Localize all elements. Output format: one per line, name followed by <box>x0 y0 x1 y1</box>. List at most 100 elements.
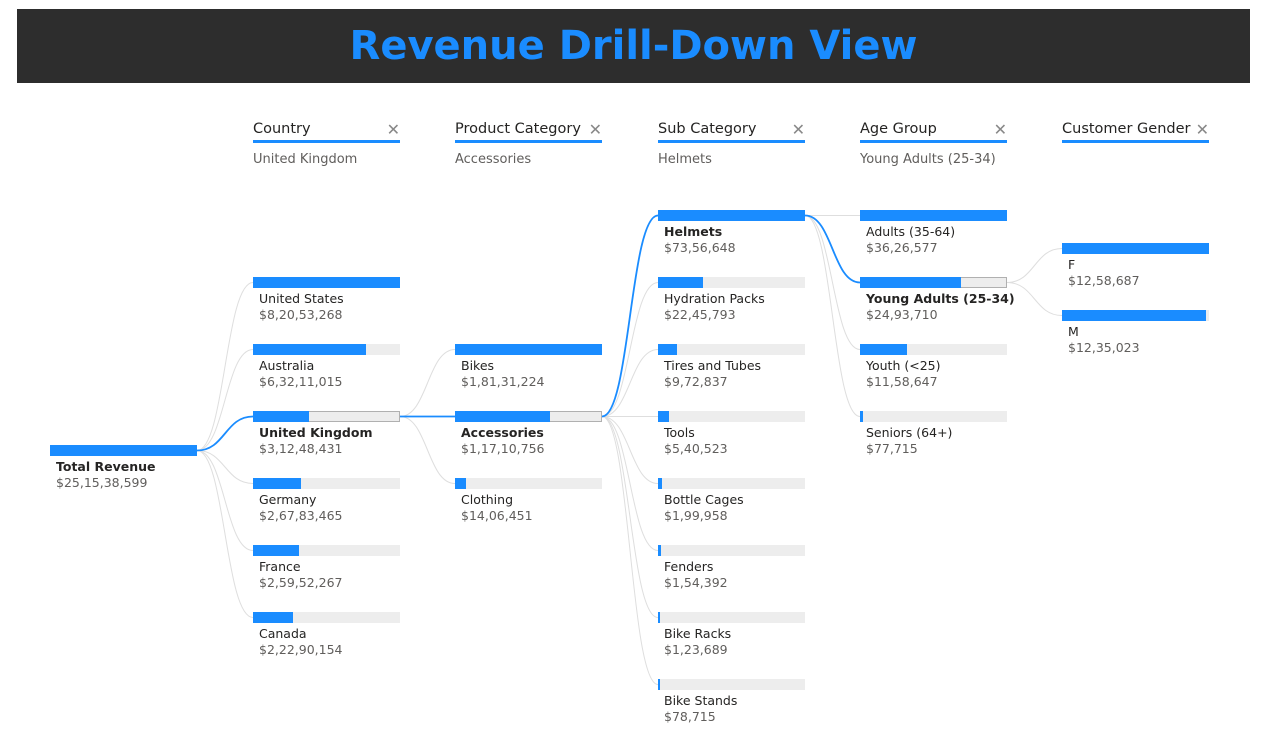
column-header-row: Customer Gender ✕ <box>1062 116 1209 143</box>
node-canada-bar-fill <box>253 612 293 623</box>
column-selection: Helmets <box>658 152 712 167</box>
node-united-kingdom-bar[interactable] <box>253 411 400 422</box>
column-title: Customer Gender <box>1062 121 1191 137</box>
node-australia-bar[interactable] <box>253 344 400 355</box>
node-fenders-label: Fenders <box>664 559 714 574</box>
link-bikes <box>399 349 456 417</box>
node-united-states-value: $8,20,53,268 <box>259 307 343 322</box>
node-youth-25-bar[interactable] <box>860 344 1007 355</box>
column-header-row: Product Category ✕ <box>455 116 602 143</box>
node-bike-racks-bar[interactable] <box>658 612 805 623</box>
node-fenders-bar[interactable] <box>658 545 805 556</box>
node-united-kingdom-label: United Kingdom <box>259 425 373 440</box>
node-adults-35-64-label: Adults (35-64) <box>866 224 956 239</box>
node-f-bar-fill <box>1062 243 1209 254</box>
node-helmets-value: $73,56,648 <box>664 240 736 255</box>
node-bikes-value: $1,81,31,224 <box>461 374 545 389</box>
link-germany <box>196 450 254 484</box>
node-united-kingdom-bar-fill <box>253 411 309 422</box>
link-bottle-cages <box>601 416 659 484</box>
column-title: Sub Category <box>658 121 757 137</box>
link-australia <box>196 349 254 451</box>
node-adults-35-64-bar[interactable] <box>860 210 1007 221</box>
node-f-bar[interactable] <box>1062 243 1209 254</box>
node-tires-and-tubes-label: Tires and Tubes <box>664 358 762 373</box>
node-france-value: $2,59,52,267 <box>259 575 343 590</box>
node-hydration-packs-bar-fill <box>658 277 703 288</box>
node-young-adults-25-34-value: $24,93,710 <box>866 307 938 322</box>
node-young-adults-25-34-bar-fill <box>860 277 961 288</box>
node-bike-stands-label: Bike Stands <box>664 693 738 708</box>
node-germany-bar-fill <box>253 478 301 489</box>
node-accessories-bar[interactable] <box>455 411 602 422</box>
column-header-row: Sub Category ✕ <box>658 116 805 143</box>
node-tools-value: $5,40,523 <box>664 441 728 456</box>
node-australia-bar-fill <box>253 344 366 355</box>
column-title: Age Group <box>860 121 937 137</box>
node-youth-25-value: $11,58,647 <box>866 374 938 389</box>
link-bike-stands <box>601 416 659 685</box>
node-clothing-value: $14,06,451 <box>461 508 533 523</box>
node-tools-bar[interactable] <box>658 411 805 422</box>
node-bike-stands-bar-fill <box>658 679 660 690</box>
node-f-value: $12,58,687 <box>1068 273 1140 288</box>
node-m-bar-fill <box>1062 310 1206 321</box>
node-helmets-bar-fill <box>658 210 805 221</box>
node-hydration-packs-label: Hydration Packs <box>664 291 765 306</box>
node-bikes-label: Bikes <box>461 358 495 373</box>
node-f-label: F <box>1068 257 1076 272</box>
link-fenders <box>601 416 659 551</box>
link-m <box>1006 282 1063 316</box>
node-hydration-packs-bar[interactable] <box>658 277 805 288</box>
close-icon[interactable]: ✕ <box>386 120 400 139</box>
node-seniors-64-bar-fill <box>860 411 863 422</box>
node-bike-stands-bar[interactable] <box>658 679 805 690</box>
node-germany-bar[interactable] <box>253 478 400 489</box>
link-youth-25 <box>804 215 861 350</box>
node-young-adults-25-34-bar[interactable] <box>860 277 1007 288</box>
node-clothing-bar[interactable] <box>455 478 602 489</box>
node-australia-value: $6,32,11,015 <box>259 374 343 389</box>
node-france-bar[interactable] <box>253 545 400 556</box>
node-total-revenue-bar[interactable] <box>50 445 197 456</box>
link-f <box>1006 248 1063 283</box>
link-bike-racks <box>601 416 659 618</box>
close-icon[interactable]: ✕ <box>1195 120 1209 139</box>
node-canada-label: Canada <box>259 626 307 641</box>
node-canada-bar[interactable] <box>253 612 400 623</box>
node-bottle-cages-label: Bottle Cages <box>664 492 744 507</box>
node-bikes-bar[interactable] <box>455 344 602 355</box>
close-icon[interactable]: ✕ <box>791 120 805 139</box>
node-m-value: $12,35,023 <box>1068 340 1140 355</box>
node-total-revenue-bar-fill <box>50 445 197 456</box>
column-header-customer-gender: Customer Gender ✕ <box>1062 116 1209 152</box>
column-header-row: Country ✕ <box>253 116 400 143</box>
link-tires-and-tubes <box>601 349 659 417</box>
node-helmets-bar[interactable] <box>658 210 805 221</box>
node-youth-25-bar-fill <box>860 344 907 355</box>
node-seniors-64-value: $77,715 <box>866 441 918 456</box>
node-bottle-cages-bar[interactable] <box>658 478 805 489</box>
node-fenders-value: $1,54,392 <box>664 575 728 590</box>
node-accessories-label: Accessories <box>461 425 544 440</box>
node-tools-label: Tools <box>664 425 695 440</box>
node-tires-and-tubes-bar-fill <box>658 344 677 355</box>
node-australia-label: Australia <box>259 358 315 373</box>
close-icon[interactable]: ✕ <box>993 120 1007 139</box>
node-seniors-64-bar[interactable] <box>860 411 1007 422</box>
node-fenders-bar-fill <box>658 545 661 556</box>
node-united-states-bar-fill <box>253 277 400 288</box>
close-icon[interactable]: ✕ <box>588 120 602 139</box>
node-united-states-bar[interactable] <box>253 277 400 288</box>
node-m-bar[interactable] <box>1062 310 1209 321</box>
node-bike-racks-bar-fill <box>658 612 660 623</box>
title-bar: Revenue Drill-Down View <box>17 9 1250 83</box>
node-bottle-cages-value: $1,99,958 <box>664 508 728 523</box>
column-header-row: Age Group ✕ <box>860 116 1007 143</box>
column-selection: Young Adults (25-34) <box>860 152 996 167</box>
node-united-states-label: United States <box>259 291 344 306</box>
link-clothing <box>399 416 456 484</box>
node-united-kingdom-value: $3,12,48,431 <box>259 441 343 456</box>
node-tires-and-tubes-bar[interactable] <box>658 344 805 355</box>
link-seniors-64 <box>804 215 861 417</box>
